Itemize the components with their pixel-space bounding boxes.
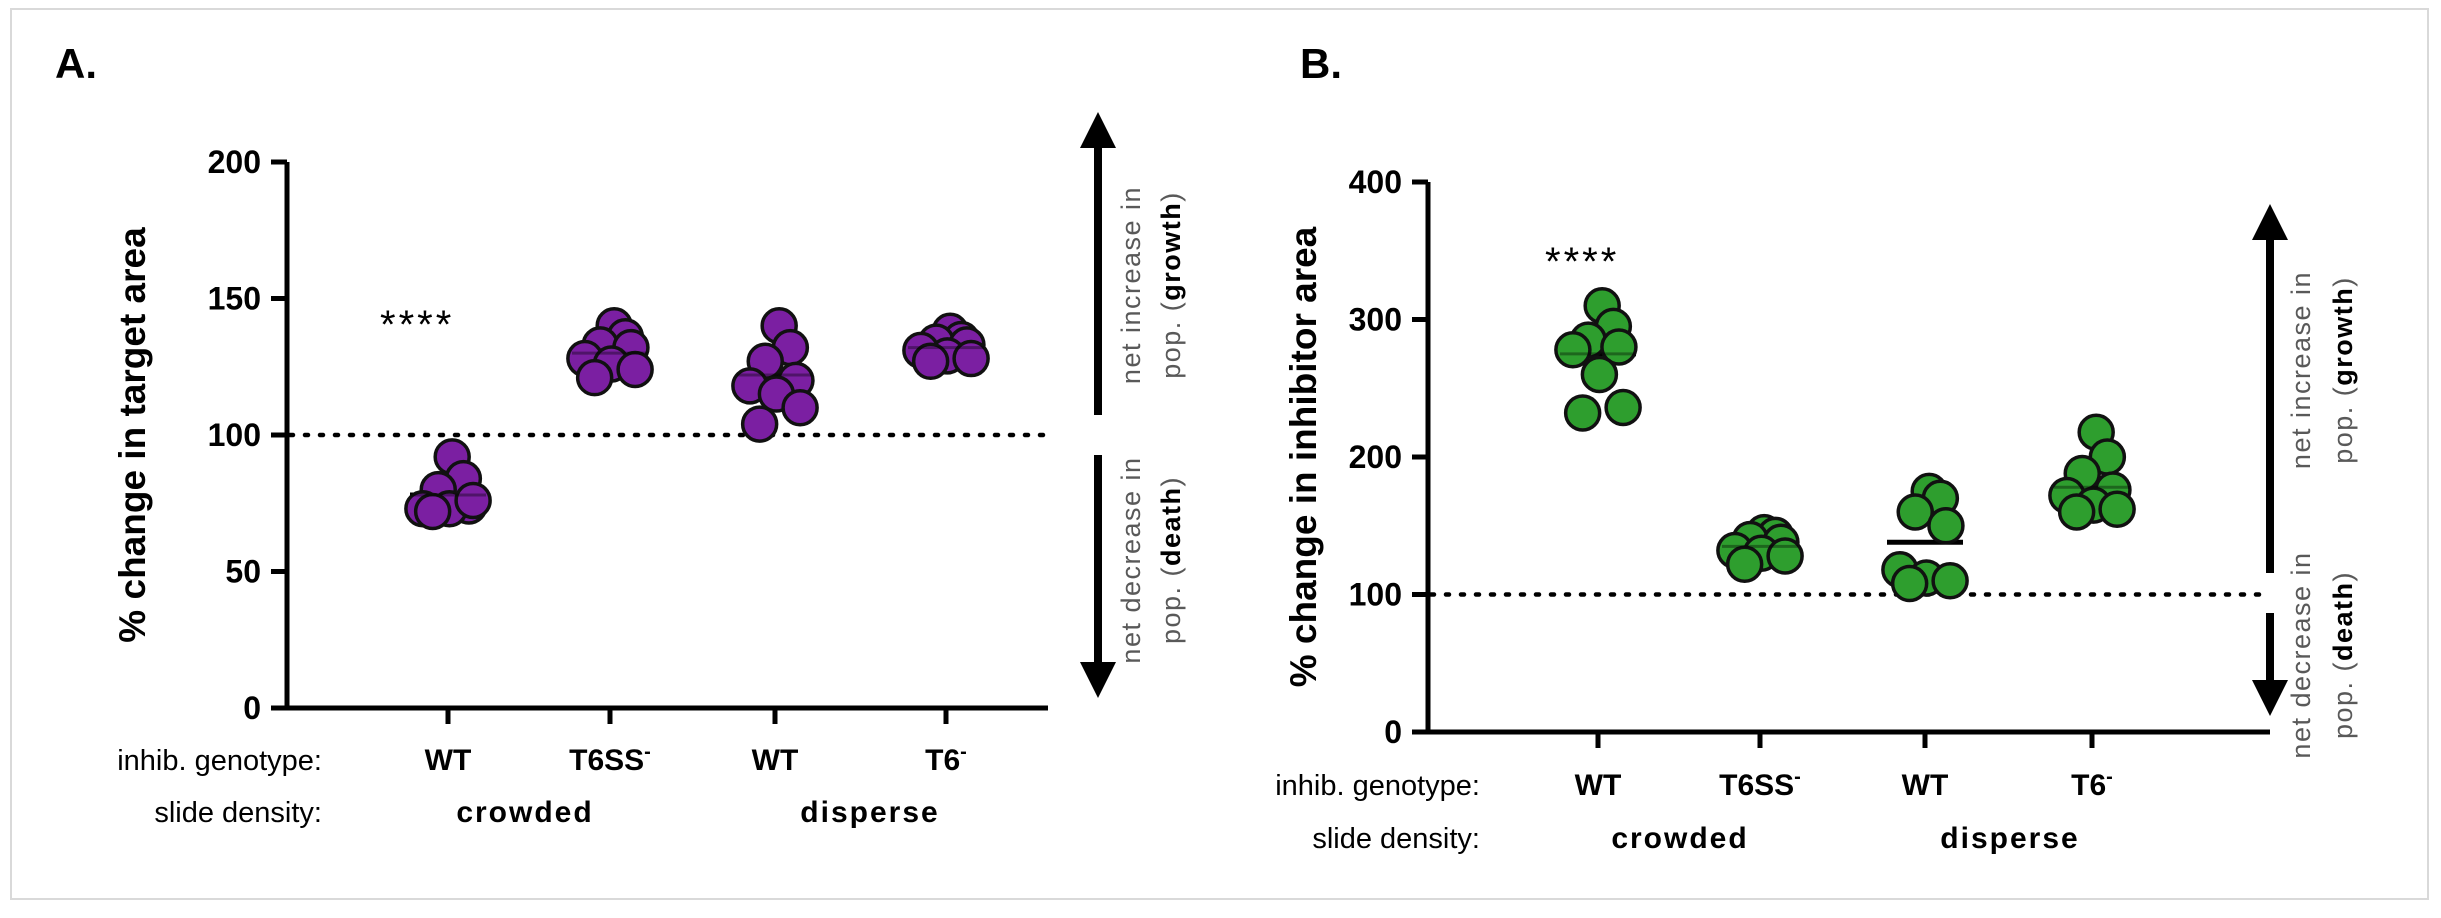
y-tick-label: 150: [208, 281, 261, 317]
category-text: T6: [2071, 769, 2106, 802]
panel-a: A. % change in target area 0 50 100 150 200 ***…: [55, 40, 1186, 829]
annotation-text: pop. (: [2328, 661, 2358, 739]
annotation-bold: growth: [1156, 202, 1186, 301]
data-point: [1766, 537, 1804, 575]
y-tick-label: 100: [1349, 577, 1402, 613]
annotation-text: ): [2328, 571, 2358, 582]
category-label: T6-: [925, 741, 967, 777]
category-text: T6SS: [569, 744, 644, 777]
data-point: [1604, 388, 1642, 427]
category-text: T6: [925, 744, 960, 777]
density-disperse: disperse: [800, 796, 939, 829]
y-axis-label: % change in target area: [112, 227, 153, 643]
category-superscript: -: [2106, 766, 2113, 788]
category-label: T6SS-: [569, 741, 651, 777]
y-tick-label: 0: [243, 690, 261, 726]
annotation-increase-line2: pop. (growth): [1156, 191, 1186, 379]
data-point: [1931, 562, 1969, 600]
y-tick-label: 400: [1349, 164, 1402, 200]
data-point: [1896, 493, 1934, 531]
category-label: WT: [425, 744, 472, 777]
annotation-bold: growth: [2328, 287, 2358, 386]
data-point: [1725, 545, 1764, 583]
annotation-increase-line2: pop. (growth): [2328, 276, 2358, 464]
row-label-density: slide density:: [154, 797, 322, 829]
data-point: [413, 492, 452, 531]
annotation-increase-line1: net increase in: [2286, 271, 2316, 469]
category-text: WT: [752, 744, 799, 777]
data-point: [1890, 564, 1929, 603]
category-label: T6SS-: [1719, 766, 1801, 802]
data-point: [1600, 328, 1638, 366]
significance-marker: ****: [380, 303, 454, 347]
data-point: [454, 481, 492, 520]
category-text: T6SS: [1719, 769, 1794, 802]
category-label: WT: [1902, 769, 1949, 802]
annotation-increase-line1: net increase in: [1116, 186, 1146, 384]
density-disperse: disperse: [1940, 822, 2079, 855]
density-crowded: crowded: [1611, 822, 1748, 855]
annotation-decrease-line1: net decrease in: [1116, 456, 1146, 663]
y-tick-label: 100: [208, 417, 261, 453]
category-text: WT: [425, 744, 472, 777]
row-label-genotype: inhib. genotype:: [1275, 770, 1480, 802]
annotation-text: ): [1156, 476, 1186, 487]
data-point: [2098, 490, 2136, 528]
y-tick-label: 200: [208, 144, 261, 180]
density-crowded: crowded: [456, 796, 593, 829]
annotation-decrease-line1: net decrease in: [2286, 551, 2316, 758]
annotation-bold: death: [1156, 486, 1186, 566]
category-superscript: -: [1794, 766, 1801, 788]
annotation-bold: death: [2328, 581, 2358, 661]
panel-letter: B.: [1300, 40, 1342, 87]
annotation-text: pop. (: [1156, 566, 1186, 644]
panel-letter: A.: [55, 40, 97, 87]
y-tick-label: 0: [1384, 714, 1402, 750]
annotation-decrease-line2: pop. (death): [1156, 476, 1186, 644]
annotation-text: ): [2328, 276, 2358, 287]
panel-b: B. % change in inhibitor area 0 100 200 300 40…: [1275, 40, 2358, 855]
row-label-genotype: inhib. genotype:: [117, 745, 322, 777]
y-tick-label: 300: [1349, 302, 1402, 338]
y-axis-label: % change in inhibitor area: [1283, 226, 1324, 687]
annotation-text: pop. (: [2328, 386, 2358, 464]
data-point: [1554, 331, 1592, 369]
row-label-density: slide density:: [1312, 823, 1480, 855]
category-superscript: -: [960, 741, 967, 763]
data-point: [781, 388, 819, 427]
category-label: T6-: [2071, 766, 2113, 802]
data-point: [740, 405, 779, 443]
significance-marker: ****: [1545, 240, 1619, 284]
figure-frame: [10, 8, 2429, 900]
category-text: WT: [1902, 769, 1949, 802]
data-point: [616, 350, 654, 389]
annotation-decrease-line2: pop. (death): [2328, 571, 2358, 739]
data-point: [575, 358, 614, 397]
category-label: WT: [1575, 769, 1622, 802]
y-tick-label: 50: [225, 554, 261, 590]
data-point: [1927, 507, 1965, 545]
data-point: [952, 339, 990, 378]
data-point: [1563, 394, 1602, 432]
data-point: [1580, 355, 1619, 394]
data-point: [911, 342, 950, 381]
category-superscript: -: [644, 741, 651, 763]
annotation-text: ): [1156, 191, 1186, 202]
category-label: WT: [752, 744, 799, 777]
category-text: WT: [1575, 769, 1622, 802]
data-point: [2057, 493, 2096, 531]
y-tick-label: 200: [1349, 439, 1402, 475]
annotation-text: pop. (: [1156, 301, 1186, 379]
